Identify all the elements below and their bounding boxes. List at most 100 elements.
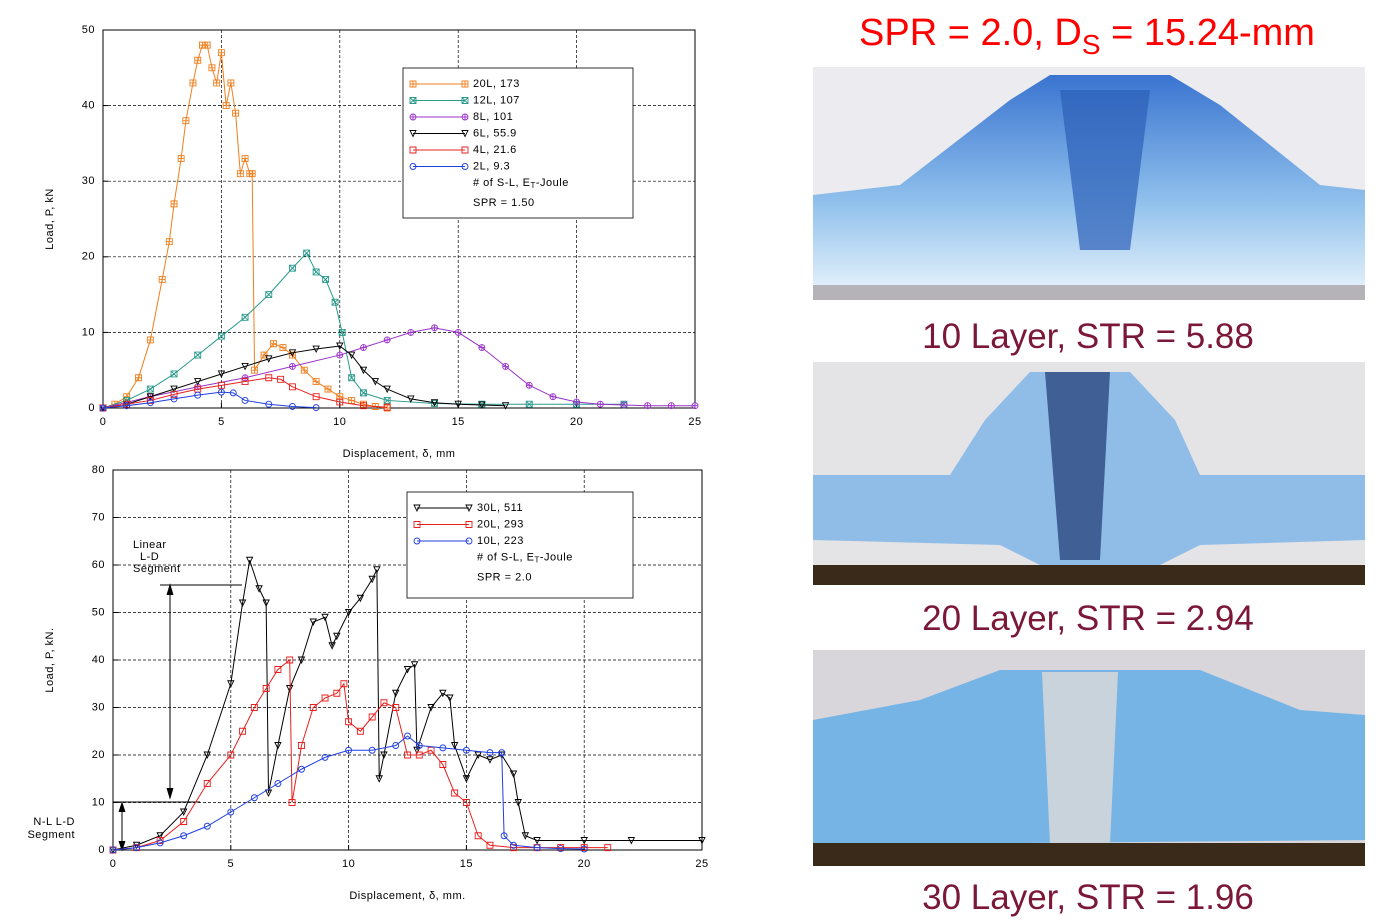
y-axis-label: Load, P, kN. xyxy=(44,627,56,692)
data-point xyxy=(233,110,239,116)
data-point xyxy=(178,156,184,162)
legend-note-part: # of S-L, E xyxy=(473,177,530,189)
data-point xyxy=(195,352,201,358)
data-point xyxy=(597,401,603,407)
data-point xyxy=(479,345,485,351)
legend-label: 20L, 293 xyxy=(477,518,524,530)
data-point xyxy=(237,171,243,177)
data-point xyxy=(384,337,390,343)
x-tick-label: 15 xyxy=(460,858,473,870)
x-axis-label: Displacement, δ, mm. xyxy=(349,890,465,902)
photo xyxy=(813,650,1365,866)
y-tick-label: 20 xyxy=(92,749,105,761)
legend-note-part: -Joule xyxy=(540,551,573,563)
data-point xyxy=(136,375,142,381)
x-tick-label: 10 xyxy=(333,416,346,428)
x-tick-label: 25 xyxy=(695,858,708,870)
y-tick-label: 30 xyxy=(92,701,105,713)
legend-box xyxy=(403,68,633,218)
x-tick-label: 0 xyxy=(100,416,107,428)
y-tick-label: 10 xyxy=(82,326,95,338)
data-point xyxy=(349,397,355,403)
annotation-line: L-D xyxy=(140,551,159,563)
data-point xyxy=(325,386,331,392)
legend-label: 30L, 511 xyxy=(477,502,523,514)
data-point xyxy=(323,276,329,282)
data-point xyxy=(147,386,153,392)
photo-caption: 10 Layer, STR = 5.88 xyxy=(922,317,1254,356)
x-tick-label: 5 xyxy=(218,416,225,428)
y-tick-label: 0 xyxy=(98,844,105,856)
data-point xyxy=(432,325,438,331)
y-axis-label: Load, P, kN xyxy=(44,188,56,250)
y-tick-label: 10 xyxy=(92,796,105,808)
legend-label: 2L, 9.3 xyxy=(473,160,510,172)
legend-note: # of S-L, ET-Joule xyxy=(473,177,569,190)
legend-label: 6L, 55.9 xyxy=(473,127,517,139)
data-point xyxy=(550,394,556,400)
data-point xyxy=(242,375,248,381)
series-line xyxy=(113,560,702,850)
data-point xyxy=(668,403,674,409)
data-point xyxy=(574,399,580,405)
x-tick-label: 15 xyxy=(452,416,465,428)
legend-extra: SPR = 2.0 xyxy=(477,571,532,583)
data-point xyxy=(166,239,172,245)
annotation-arrows xyxy=(113,585,242,850)
data-point xyxy=(645,403,651,409)
data-point xyxy=(360,390,366,396)
photo-caption: 20 Layer, STR = 2.94 xyxy=(922,599,1254,638)
data-point xyxy=(183,118,189,124)
y-tick-label: 70 xyxy=(92,511,105,523)
y-tick-label: 60 xyxy=(92,559,105,571)
data-point xyxy=(223,103,229,109)
data-point xyxy=(337,352,343,358)
heading-subscript: S xyxy=(1082,29,1101,60)
legend-label: 12L, 107 xyxy=(473,94,520,106)
y-tick-label: 40 xyxy=(92,654,105,666)
legend-note-part: -Joule xyxy=(536,177,569,189)
data-point xyxy=(147,337,153,343)
annotation: N-L L-DSegment xyxy=(27,816,75,841)
data-point xyxy=(621,402,627,408)
data-point xyxy=(214,80,220,86)
data-point xyxy=(252,367,258,373)
x-tick-label: 5 xyxy=(227,858,234,870)
x-axis-label: Displacement, δ, mm xyxy=(343,448,456,460)
y-tick-label: 80 xyxy=(92,464,105,476)
legend-label: 20L, 173 xyxy=(473,78,520,90)
series-line xyxy=(103,253,624,408)
legend-label: 4L, 21.6 xyxy=(473,144,517,156)
legend-note: # of S-L, ET-Joule xyxy=(477,551,573,564)
annotation-line: Linear xyxy=(133,539,167,551)
legend-label: 10L, 223 xyxy=(477,535,524,547)
data-point xyxy=(289,265,295,271)
photo-caption: 30 Layer, STR = 1.96 xyxy=(922,878,1254,917)
x-tick-label: 20 xyxy=(578,858,591,870)
data-point xyxy=(526,382,532,388)
data-point xyxy=(159,276,165,282)
y-tick-label: 30 xyxy=(82,175,95,187)
legend-extra: SPR = 1.50 xyxy=(473,197,535,209)
heading: SPR = 2.0, DS = 15.24-mm xyxy=(859,12,1315,60)
data-point xyxy=(408,329,414,335)
data-point xyxy=(209,65,215,71)
y-tick-label: 50 xyxy=(82,24,95,36)
data-point xyxy=(171,201,177,207)
x-tick-label: 0 xyxy=(110,858,117,870)
legend-note-part: # of S-L, E xyxy=(477,551,534,563)
data-point xyxy=(242,156,248,162)
y-tick-label: 40 xyxy=(82,100,95,112)
photo xyxy=(813,362,1365,585)
data-point xyxy=(503,363,509,369)
data-point xyxy=(289,363,295,369)
data-point xyxy=(360,345,366,351)
annotation-line: N-L L-D xyxy=(33,816,75,828)
series-line xyxy=(103,346,506,408)
y-tick-label: 50 xyxy=(92,606,105,618)
data-point xyxy=(266,292,272,298)
heading-text: = 15.24-mm xyxy=(1101,12,1315,54)
page: SPR = 2.0, DS = 15.24-mm 10 Layer, STR =… xyxy=(0,0,1380,919)
data-point xyxy=(692,403,698,409)
data-point xyxy=(218,333,224,339)
